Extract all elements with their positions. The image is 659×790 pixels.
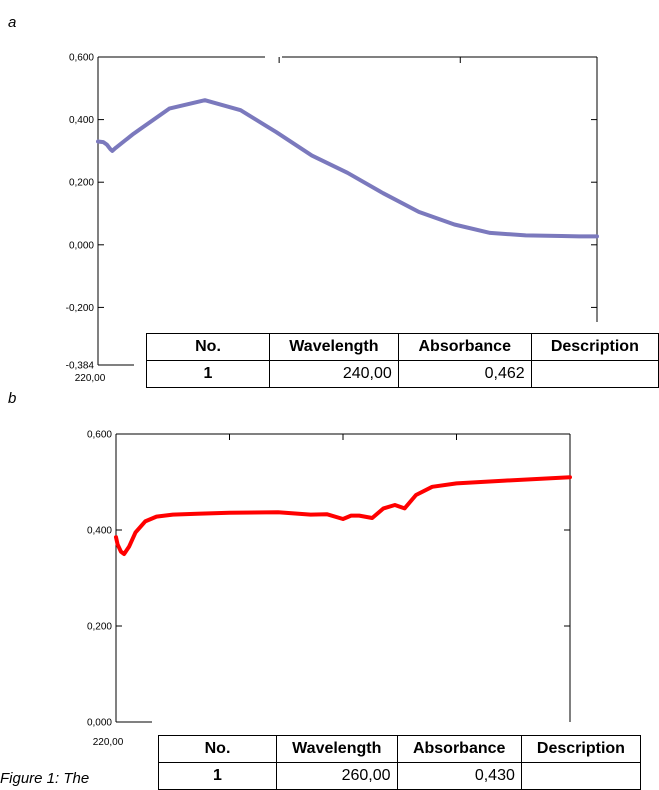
x-tick-label: 220,00 (93, 737, 124, 748)
table-row: 1 240,00 0,462 (146, 360, 659, 388)
cell-absorbance: 0,462 (397, 360, 532, 388)
cell-description (530, 360, 659, 388)
peak-table-a: No. Wavelength Absorbance Description 1 … (146, 333, 659, 388)
y-tick-label: -0,200 (66, 303, 95, 314)
y-tick-label: 0,400 (87, 526, 112, 537)
panel-a-label: a (8, 14, 17, 31)
col-wavelength-header: Wavelength (276, 735, 398, 763)
cell-no: 1 (146, 360, 270, 388)
spectrum-line (96, 98, 599, 239)
cell-wavelength: 260,00 (276, 762, 398, 790)
table-header-row: No. Wavelength Absorbance Description (158, 735, 642, 763)
spectrum-line (114, 475, 572, 556)
figure-caption: Figure 1: The (0, 770, 90, 787)
y-tick-label: 0,400 (69, 115, 94, 126)
col-description-header: Description (520, 735, 642, 763)
col-no-header: No. (146, 333, 270, 361)
peak-table-b: No. Wavelength Absorbance Description 1 … (158, 735, 642, 790)
chart-a: 0,6000,4000,2000,000-0,200-0,384220,00nm… (66, 53, 599, 384)
y-tick-label: 0,200 (87, 622, 112, 633)
cell-wavelength: 240,00 (269, 360, 399, 388)
y-tick-label: 0,000 (69, 240, 94, 251)
y-tick-label: -0,384 (66, 361, 95, 372)
cell-no: 1 (158, 762, 277, 790)
y-tick-label: 0,600 (87, 430, 112, 441)
col-absorbance-header: Absorbance (397, 333, 532, 361)
cell-absorbance: 0,430 (396, 762, 522, 790)
col-description-header: Description (530, 333, 659, 361)
y-tick-label: 0,200 (69, 178, 94, 189)
x-tick-label: 220,00 (75, 373, 106, 384)
panel-b-label: b (8, 390, 17, 407)
cell-description (520, 762, 642, 790)
y-tick-label: 0,000 (87, 718, 112, 729)
col-no-header: No. (158, 735, 277, 763)
y-tick-label: 0,600 (69, 53, 94, 64)
table-header-row: No. Wavelength Absorbance Description (146, 333, 659, 361)
col-absorbance-header: Absorbance (396, 735, 522, 763)
table-row: 1 260,00 0,430 (158, 762, 642, 790)
